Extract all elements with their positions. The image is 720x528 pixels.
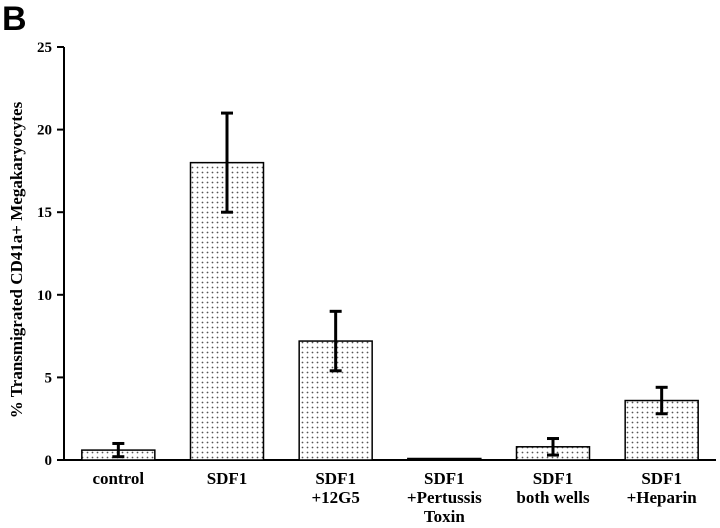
axes — [63, 47, 716, 461]
y-axis-title: % Transmigrated CD41a+ Megakaryocytes — [7, 101, 26, 418]
x-tick-label: SDF1 — [641, 469, 682, 488]
x-tick-label: SDF1 — [533, 469, 574, 488]
panel-label: B — [2, 0, 27, 38]
x-tick-label: both wells — [516, 488, 590, 507]
y-tick-label: 10 — [37, 288, 52, 304]
x-tick-label: SDF1 — [315, 469, 356, 488]
bar — [407, 457, 482, 461]
x-tick-label: control — [93, 469, 145, 488]
y-tick-label: 5 — [45, 370, 53, 386]
x-tick-label: SDF1 — [424, 469, 465, 488]
y-tick-label: 20 — [37, 123, 52, 139]
bar — [624, 399, 699, 461]
y-tick-label: 15 — [37, 205, 52, 221]
x-tick-label: +Heparin — [627, 488, 698, 507]
x-tick-label: Toxin — [424, 507, 466, 526]
x-tick-label: +12G5 — [311, 488, 359, 507]
error-bars — [112, 111, 668, 459]
x-labels: control SDF1 SDF1+12G5SDF1+PertussisToxinS… — [93, 469, 698, 526]
x-tick-label: SDF1 — [207, 469, 248, 488]
y-tick-label: 0 — [45, 453, 53, 469]
x-tick-label: +Pertussis — [407, 488, 482, 507]
y-ticks: 0 5 10 15 20 25 — [37, 40, 64, 469]
y-tick-label: 25 — [37, 40, 52, 56]
bars — [81, 161, 699, 461]
